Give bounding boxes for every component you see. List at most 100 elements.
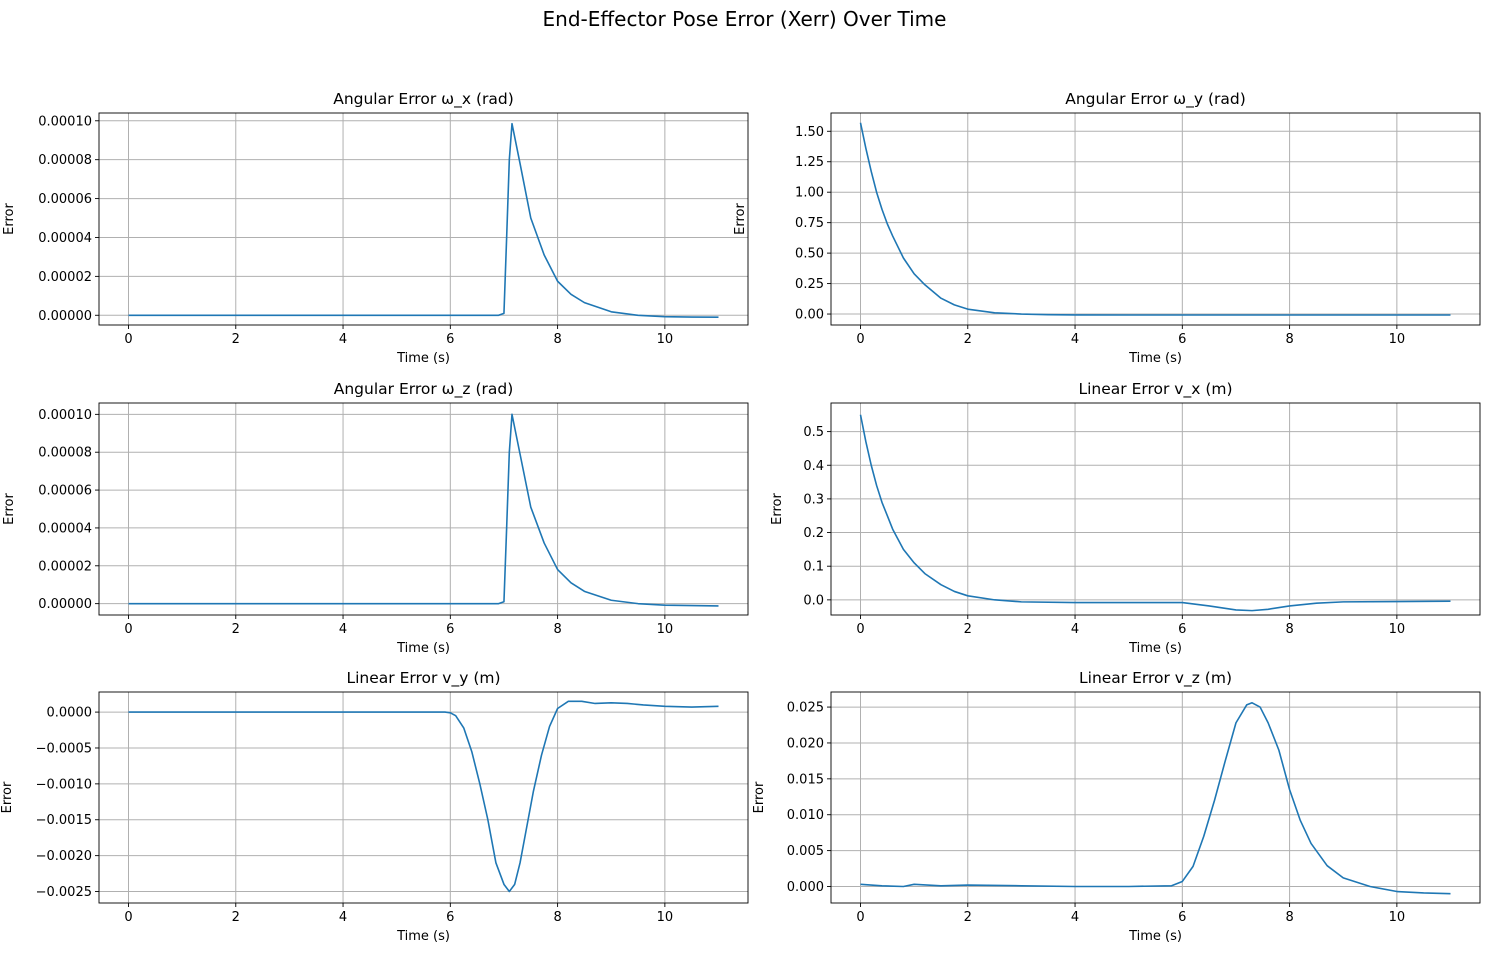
x-tick-label: 8 bbox=[553, 332, 561, 347]
y-tick-label: 1.00 bbox=[795, 186, 824, 201]
x-tick-label: 2 bbox=[964, 910, 972, 925]
y-axis-label: Error bbox=[770, 493, 785, 525]
y-tick-label: 0.00008 bbox=[38, 153, 92, 168]
y-tick-label: 0.00 bbox=[795, 308, 824, 323]
y-tick-label: 0.005 bbox=[787, 844, 824, 859]
subplot-grid: 0 2 4 6 8 100.000000.000020.000040.000060.000… bbox=[0, 90, 1481, 944]
x-tick-label: 8 bbox=[553, 622, 561, 637]
y-tick-label: −0.0020 bbox=[36, 849, 92, 864]
subplot-4: 0 2 4 6 8 10 0.0 0.1 0.2 0.3 0.4 0.5 Linear Error v_… bbox=[770, 380, 1481, 656]
x-tick-label: 10 bbox=[1389, 622, 1406, 637]
x-tick-label: 4 bbox=[339, 910, 347, 925]
x-tick-label: 8 bbox=[553, 910, 561, 925]
y-tick-label: 0.020 bbox=[787, 736, 824, 751]
axes-frame bbox=[830, 691, 1481, 904]
subplot-2: 0 2 4 6 8 10 0.00 0.25 0.50 0.75 1.00 1.25 1.50 Angul… bbox=[733, 90, 1481, 366]
subplot-5: 0 2 4 6 8 10 0.0000 −0.0005 −0.0010 −0.0015 −0.002… bbox=[0, 669, 749, 944]
subplot-3: 0 2 4 6 8 10 0.00000 0.00002 0.00004 0.00006 0.000… bbox=[2, 380, 749, 656]
x-tick-label: 0 bbox=[124, 332, 132, 347]
y-tick-label: 0.75 bbox=[795, 216, 824, 231]
y-tick-label: 0.4 bbox=[803, 459, 824, 474]
y-tick-label: 1.50 bbox=[795, 125, 824, 140]
grid bbox=[831, 113, 1480, 325]
x-tick-label: 6 bbox=[446, 622, 454, 637]
subplot-title: Angular Error ω_y (rad) bbox=[1065, 90, 1246, 109]
x-tick-label: 2 bbox=[964, 332, 972, 347]
series-line-1 bbox=[859, 414, 1451, 612]
x-tick-label: 8 bbox=[1285, 332, 1293, 347]
subplot-6: 0 2 4 6 8 10 0.000 0.005 0.010 0.015 0.020 0.025 Lin… bbox=[752, 669, 1481, 944]
y-tick-label: 0.00002 bbox=[38, 270, 92, 285]
x-tick-label: 10 bbox=[1389, 332, 1406, 347]
axes-frame bbox=[98, 112, 749, 326]
x-axis-label: Time (s) bbox=[396, 351, 450, 366]
y-tick-label: 0.2 bbox=[803, 526, 824, 541]
subplot-title: Linear Error v_z (m) bbox=[1079, 669, 1232, 688]
y-tick-label: 0.5 bbox=[803, 425, 824, 440]
x-tick-label: 6 bbox=[1178, 332, 1186, 347]
y-tick-label: 0.00008 bbox=[38, 446, 92, 461]
x-tick-label: 2 bbox=[232, 332, 240, 347]
y-tick-label: 0.00002 bbox=[38, 559, 92, 574]
y-axis-label: Error bbox=[752, 781, 767, 813]
axes-frame bbox=[830, 112, 1481, 326]
subplot-title: Linear Error v_x (m) bbox=[1078, 380, 1232, 399]
series-line-1 bbox=[128, 413, 719, 607]
x-tick-label: 2 bbox=[964, 622, 972, 637]
y-tick-label: 0.1 bbox=[803, 560, 824, 575]
y-tick-label: 0.00000 bbox=[38, 597, 92, 612]
x-tick-label: 10 bbox=[657, 622, 674, 637]
x-tick-label: 0 bbox=[856, 332, 864, 347]
x-tick-label: 10 bbox=[1389, 910, 1406, 925]
axes-frame bbox=[98, 402, 749, 616]
y-tick-label: 0.015 bbox=[787, 772, 824, 787]
x-tick-label: 2 bbox=[232, 910, 240, 925]
subplot-title: Angular Error ω_x (rad) bbox=[333, 90, 514, 109]
y-tick-label: 0.00004 bbox=[38, 231, 92, 246]
grid bbox=[99, 113, 748, 325]
x-axis-label: Time (s) bbox=[1128, 351, 1182, 366]
y-tick-label: 0.25 bbox=[795, 277, 824, 292]
x-axis-label: Time (s) bbox=[1128, 641, 1182, 656]
x-tick-label: 0 bbox=[124, 910, 132, 925]
y-tick-label: −0.0015 bbox=[36, 813, 92, 828]
y-tick-label: 0.50 bbox=[795, 247, 824, 262]
y-axis-label: Error bbox=[2, 203, 17, 235]
x-tick-label: 6 bbox=[446, 910, 454, 925]
x-tick-label: 0 bbox=[124, 622, 132, 637]
x-tick-label: 4 bbox=[1071, 622, 1079, 637]
x-tick-label: 4 bbox=[1071, 910, 1079, 925]
y-tick-label: 0.00006 bbox=[38, 484, 92, 499]
grid bbox=[99, 403, 748, 615]
x-tick-label: 6 bbox=[1178, 910, 1186, 925]
series-line-1 bbox=[128, 700, 719, 893]
y-tick-label: 0.00000 bbox=[38, 309, 92, 324]
x-axis-label: Time (s) bbox=[396, 929, 450, 944]
x-tick-label: 6 bbox=[1178, 622, 1186, 637]
x-axis-label: Time (s) bbox=[396, 641, 450, 656]
x-tick-label: 4 bbox=[339, 622, 347, 637]
y-tick-label: 0.00010 bbox=[38, 408, 92, 423]
figure-title: End-Effector Pose Error (Xerr) Over Time bbox=[543, 7, 947, 31]
y-tick-label: 0.00010 bbox=[38, 114, 92, 129]
x-tick-label: 0 bbox=[856, 910, 864, 925]
series-line-1 bbox=[128, 122, 719, 319]
y-tick-label: 0.010 bbox=[787, 808, 824, 823]
x-tick-label: 4 bbox=[1071, 332, 1079, 347]
y-tick-label: −0.0005 bbox=[36, 741, 92, 756]
grid bbox=[99, 692, 748, 903]
axes-frame bbox=[98, 691, 749, 904]
axes-frame bbox=[830, 402, 1481, 616]
series-line-1 bbox=[860, 701, 1451, 895]
y-axis-label: Error bbox=[733, 203, 748, 235]
y-tick-label: 0.00006 bbox=[38, 192, 92, 207]
grid bbox=[831, 692, 1480, 903]
subplot-title: Linear Error v_y (m) bbox=[346, 669, 500, 688]
x-tick-label: 10 bbox=[657, 910, 674, 925]
x-tick-label: 10 bbox=[657, 332, 674, 347]
y-tick-label: 0.000 bbox=[787, 880, 824, 895]
grid bbox=[831, 403, 1480, 615]
subplot-title: Angular Error ω_z (rad) bbox=[334, 380, 514, 399]
x-axis-label: Time (s) bbox=[1128, 929, 1182, 944]
